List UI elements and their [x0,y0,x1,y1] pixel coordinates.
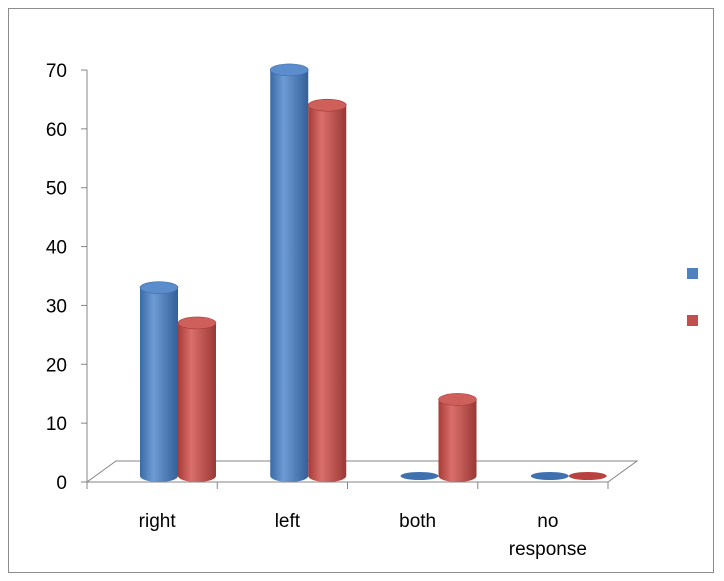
x-category-label: right [139,511,177,532]
y-tick-label: 0 [56,473,67,494]
legend-swatch-series1 [687,268,698,279]
bar-series2-no-response [568,472,607,480]
x-category-label: left [275,511,301,532]
legend-swatch-series2 [687,315,698,326]
bar-series1-both [400,472,439,480]
bar-series1-left [269,63,309,482]
bar-series2-right [177,316,217,482]
y-tick-label: 50 [46,179,67,200]
bar-series1-no-response [530,472,569,480]
x-category-label: both [399,511,436,532]
bar-series2-left [307,98,347,482]
y-tick-label: 20 [46,355,67,376]
bar-series2-both [438,393,477,482]
y-tick-label: 40 [46,238,67,259]
y-tick-label: 10 [46,414,67,435]
y-tick-label: 60 [46,120,67,141]
y-tick-label: 30 [46,296,67,317]
y-tick-label: 70 [46,61,67,82]
x-category-label: response [509,539,587,560]
x-category-label: no [537,511,558,532]
bar-series1-right [139,281,179,482]
